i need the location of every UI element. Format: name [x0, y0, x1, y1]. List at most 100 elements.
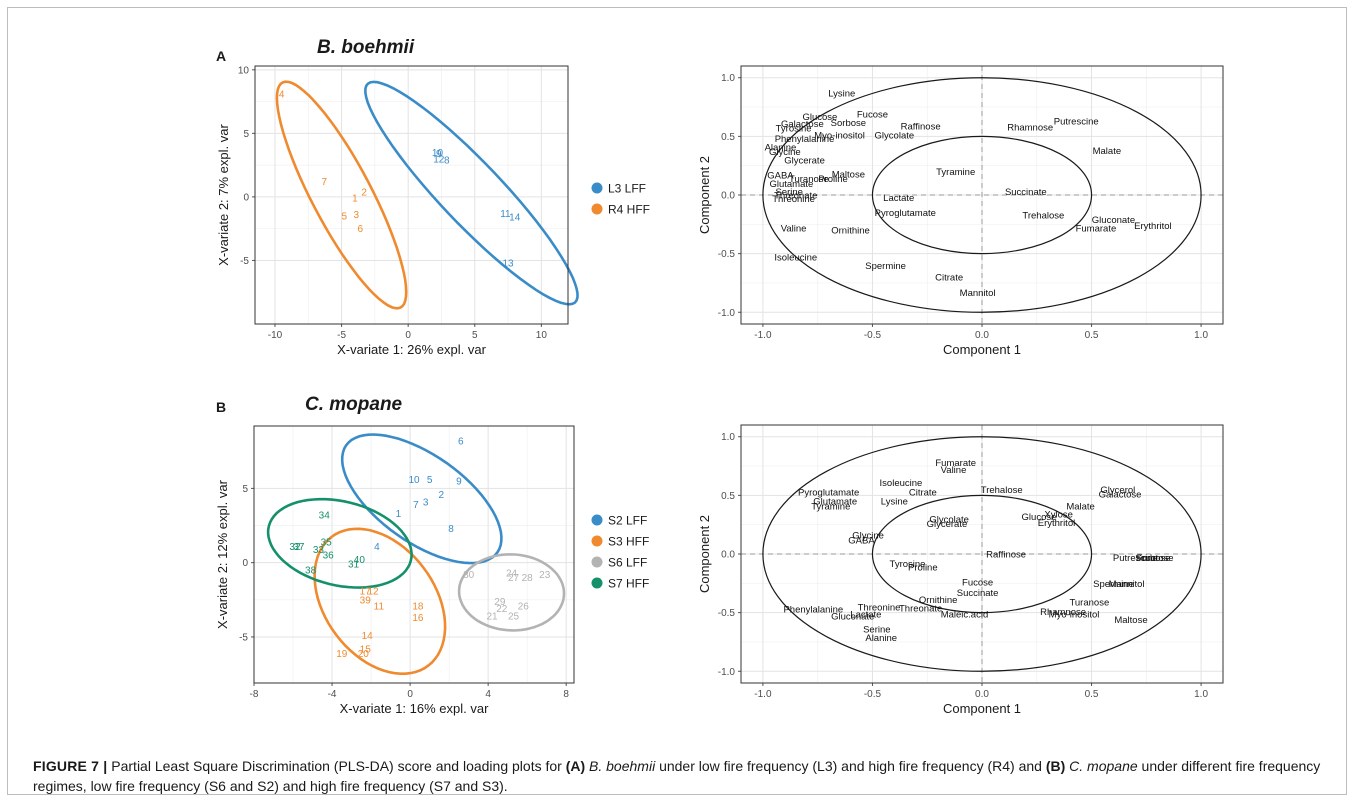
- score-point: 35: [321, 537, 333, 548]
- score-point: 2: [361, 187, 367, 198]
- score-point: 5: [341, 211, 347, 222]
- score-point: 9: [456, 476, 462, 487]
- x-tick-label: -0.5: [864, 689, 882, 700]
- y-axis-label: Component 2: [697, 156, 712, 234]
- score-point: 11: [374, 601, 385, 612]
- score-point: 16: [412, 613, 424, 624]
- score-point: 17: [360, 586, 372, 597]
- y-tick-label: -5: [239, 632, 248, 643]
- variable-label: Gluconate: [831, 612, 874, 623]
- score-point: 25: [508, 612, 520, 623]
- x-axis-label: Component 1: [943, 701, 1021, 716]
- y-tick-label: -0.5: [718, 249, 736, 260]
- score-point: 2: [439, 490, 445, 501]
- score-point: 12: [433, 154, 445, 165]
- variable-label: Galactose: [781, 119, 824, 130]
- variable-label: Ornithine: [831, 226, 870, 237]
- score-point: 39: [360, 595, 372, 606]
- panel-a-letter: A: [216, 48, 226, 64]
- variable-label: Trehalose: [981, 485, 1023, 496]
- legend-label: S3 HFF: [608, 535, 649, 549]
- x-tick-label: 0.0: [975, 330, 989, 341]
- variable-label: Mannitol: [960, 288, 996, 299]
- caption-species-b: C. mopane: [1069, 758, 1138, 774]
- score-point: 14: [509, 213, 521, 224]
- y-tick-label: 0: [243, 192, 249, 203]
- score-point: 13: [503, 258, 515, 269]
- variable-label: Erythritol: [1038, 518, 1075, 529]
- variable-label: Fucose: [962, 578, 993, 589]
- variable-label: Glycine: [852, 531, 884, 542]
- variable-label: Threonate: [774, 191, 817, 202]
- confidence-ellipse: [266, 497, 413, 589]
- score-point: 18: [412, 601, 424, 612]
- score-point: 9: [436, 149, 442, 160]
- x-tick-label: -0.5: [864, 330, 882, 341]
- y-tick-label: 10: [238, 65, 250, 76]
- plot-border: [740, 424, 1224, 684]
- score-point: 22: [496, 604, 508, 615]
- variable-label: Sorbose: [831, 118, 866, 129]
- caption-text-1: Partial Least Square Discrimination (PLS…: [111, 758, 562, 774]
- correlation-circle: [871, 135, 1093, 255]
- variable-label: Maltose: [832, 169, 865, 180]
- plot-border: [254, 65, 569, 325]
- variable-label: Tyrosine: [890, 559, 926, 570]
- y-axis-label: X-variate 2: 7% expl. var: [216, 124, 231, 266]
- score-point: 3: [353, 210, 359, 221]
- variable-label: Valine: [941, 465, 967, 476]
- variable-label: Lactate: [883, 193, 914, 204]
- x-tick-label: 0.5: [1085, 689, 1099, 700]
- variable-label: Turanose: [1069, 598, 1109, 609]
- variable-label: Mannitol: [1109, 579, 1145, 590]
- score-point: 40: [354, 555, 366, 566]
- variable-label: Tyramine: [811, 501, 850, 512]
- score-point: 7: [321, 177, 327, 188]
- figure-canvas: A B. boehmii B C. mopane -10 -5 0 5 10-50510…: [215, 37, 1224, 716]
- plot-border: [740, 65, 1224, 325]
- plot-area: [254, 426, 574, 683]
- legend-label: S2 LFF: [608, 514, 647, 528]
- y-axis-label: X-variate 2: 12% expl. var: [215, 479, 230, 629]
- x-tick-label: 1.0: [1194, 689, 1208, 700]
- y-tick-label: -1.0: [718, 667, 736, 678]
- plot-area: [255, 66, 568, 324]
- x-tick-label: -1.0: [754, 330, 772, 341]
- caption-ref-a: (A): [565, 758, 586, 774]
- score-point: 4: [279, 89, 285, 100]
- y-tick-label: 0.5: [721, 132, 735, 143]
- variable-label: Rhamnose: [1007, 122, 1053, 133]
- variable-label: Glycerate: [927, 519, 968, 530]
- variable-label: Proline: [908, 562, 938, 573]
- score-point: 36: [323, 551, 335, 562]
- score-point: 14: [362, 631, 374, 642]
- variable-label: Sorbose: [1135, 553, 1170, 564]
- variable-label: Fucose: [857, 110, 888, 121]
- variable-label: Threonine: [858, 602, 901, 613]
- score-point: 5: [427, 475, 433, 486]
- confidence-ellipse: [275, 80, 408, 310]
- y-tick-label: 0.0: [721, 550, 735, 561]
- score-point: 15: [360, 644, 372, 655]
- variable-label: Lactate: [850, 609, 881, 620]
- variable-label: Raffinose: [986, 550, 1026, 561]
- variable-label: Glycerol: [1100, 485, 1135, 496]
- confidence-ellipse: [364, 80, 579, 306]
- variable-label: Spermine: [1093, 579, 1134, 590]
- variable-label: Myo-inositol: [814, 131, 865, 142]
- variable-label: Xylose: [1044, 510, 1073, 521]
- variable-label: Glucose: [1022, 512, 1057, 523]
- score-point: 38: [305, 566, 317, 577]
- variable-label: Fumarate: [935, 458, 976, 469]
- x-tick-label: 0.0: [975, 689, 989, 700]
- variable-label: Alanine: [865, 633, 897, 644]
- legend-marker: [591, 556, 603, 568]
- variable-label: Gluconate: [1092, 215, 1135, 226]
- variable-label: Serine: [863, 625, 890, 636]
- legend-marker: [591, 577, 603, 589]
- variable-label: Glycolate: [929, 514, 969, 525]
- variable-label: Lysine: [881, 497, 908, 508]
- legend-label: L3 LFF: [608, 182, 646, 196]
- variable-label: Glycolate: [875, 131, 915, 142]
